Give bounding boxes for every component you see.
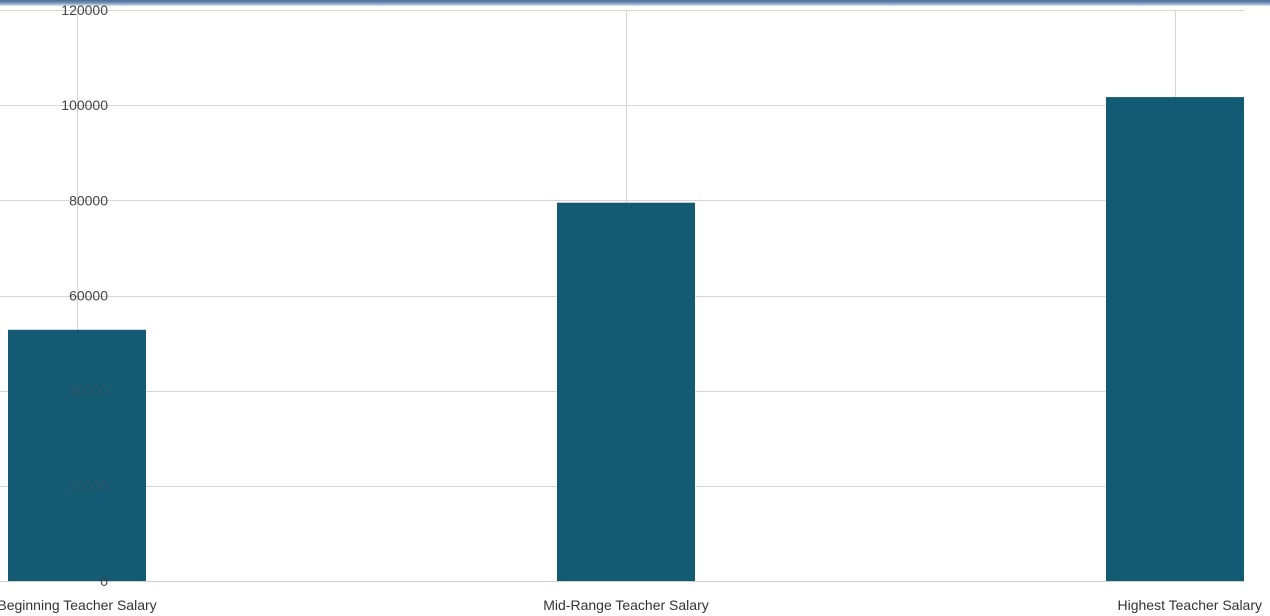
y-tick-labels: 0 20000 40000 60000 80000 100000 120000 <box>61 2 108 589</box>
y-tick-label-0: 0 <box>100 573 108 589</box>
y-tick-label-4: 80000 <box>69 192 108 208</box>
y-tick-label-2: 40000 <box>69 383 108 399</box>
bar-1[interactable] <box>557 202 695 581</box>
y-tick-label-5: 100000 <box>61 97 108 113</box>
y-tick-label-3: 60000 <box>69 288 108 304</box>
bar-2[interactable] <box>1106 97 1244 581</box>
x-category-labels: Beginning Teacher Salary Mid-Range Teache… <box>0 597 1262 613</box>
y-tick-label-1: 20000 <box>69 478 108 494</box>
x-category-label-2: Highest Teacher Salary <box>1118 597 1262 613</box>
x-category-label-1: Mid-Range Teacher Salary <box>543 597 709 613</box>
x-category-label-0: Beginning Teacher Salary <box>0 597 157 613</box>
top-accent-bar <box>0 0 1270 6</box>
bar-layer <box>8 97 1244 581</box>
y-tick-label-6: 120000 <box>61 2 108 18</box>
bar-0[interactable] <box>8 329 146 581</box>
